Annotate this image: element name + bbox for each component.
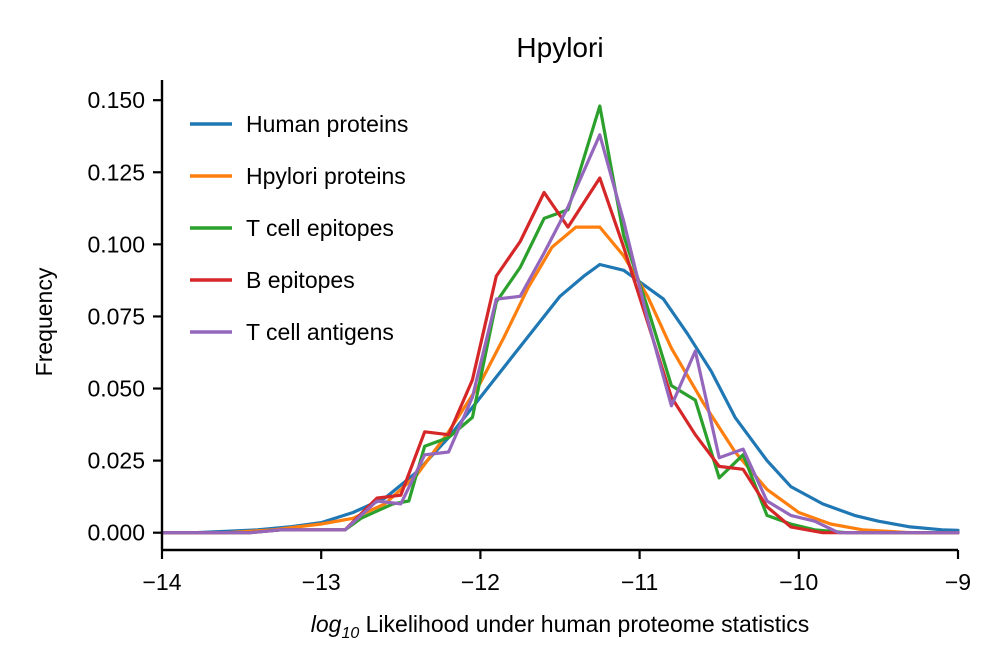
legend-label: B epitopes bbox=[246, 267, 355, 293]
x-tick-label: −11 bbox=[621, 569, 658, 595]
series-line-4 bbox=[160, 176, 960, 535]
series-layer bbox=[160, 104, 960, 535]
y-tick-label: 0.000 bbox=[87, 520, 145, 546]
y-axis-title: Frequency bbox=[31, 267, 57, 376]
legend: Human proteins Hpylori proteins T cell epi… bbox=[190, 111, 408, 345]
series-line-2 bbox=[160, 225, 960, 535]
x-tick-label: −10 bbox=[779, 569, 818, 595]
legend-item: B epitopes bbox=[190, 267, 355, 293]
x-tick-label: −14 bbox=[142, 569, 181, 595]
legend-item: T cell antigens bbox=[190, 319, 394, 345]
x-tick-label: −9 bbox=[945, 569, 971, 595]
x-axis-title-log: log bbox=[311, 611, 342, 637]
x-axis-title: log10 Likelihood under human proteome st… bbox=[311, 611, 810, 642]
ticks-layer: −14 −13 −12 −11 −10 −9 0.000 0.025 0.050 0.075 0.1… bbox=[87, 87, 971, 595]
series-line-5 bbox=[160, 133, 960, 535]
y-tick-label: 0.050 bbox=[87, 376, 145, 402]
x-tick-label: −13 bbox=[302, 569, 341, 595]
y-tick-label: 0.100 bbox=[87, 231, 145, 257]
legend-item: T cell epitopes bbox=[190, 215, 394, 241]
x-axis-title-subscript: 10 bbox=[341, 625, 359, 642]
x-tick-label: −12 bbox=[461, 569, 500, 595]
axes-layer bbox=[160, 80, 958, 552]
y-tick-label: 0.025 bbox=[87, 448, 145, 474]
y-tick-label: 0.125 bbox=[87, 159, 145, 185]
legend-item: Human proteins bbox=[190, 111, 408, 137]
series-line-3 bbox=[160, 104, 960, 535]
legend-label: Human proteins bbox=[246, 111, 408, 137]
chart-title: Hpylori bbox=[516, 32, 603, 63]
legend-label: Hpylori proteins bbox=[246, 163, 406, 189]
legend-label: T cell epitopes bbox=[246, 215, 394, 241]
series-line-1 bbox=[160, 262, 960, 535]
legend-label: T cell antigens bbox=[246, 319, 394, 345]
legend-item: Hpylori proteins bbox=[190, 163, 406, 189]
y-tick-label: 0.075 bbox=[87, 303, 145, 329]
x-axis-title-text: Likelihood under human proteome statisti… bbox=[359, 611, 809, 637]
y-tick-label: 0.150 bbox=[87, 87, 145, 113]
